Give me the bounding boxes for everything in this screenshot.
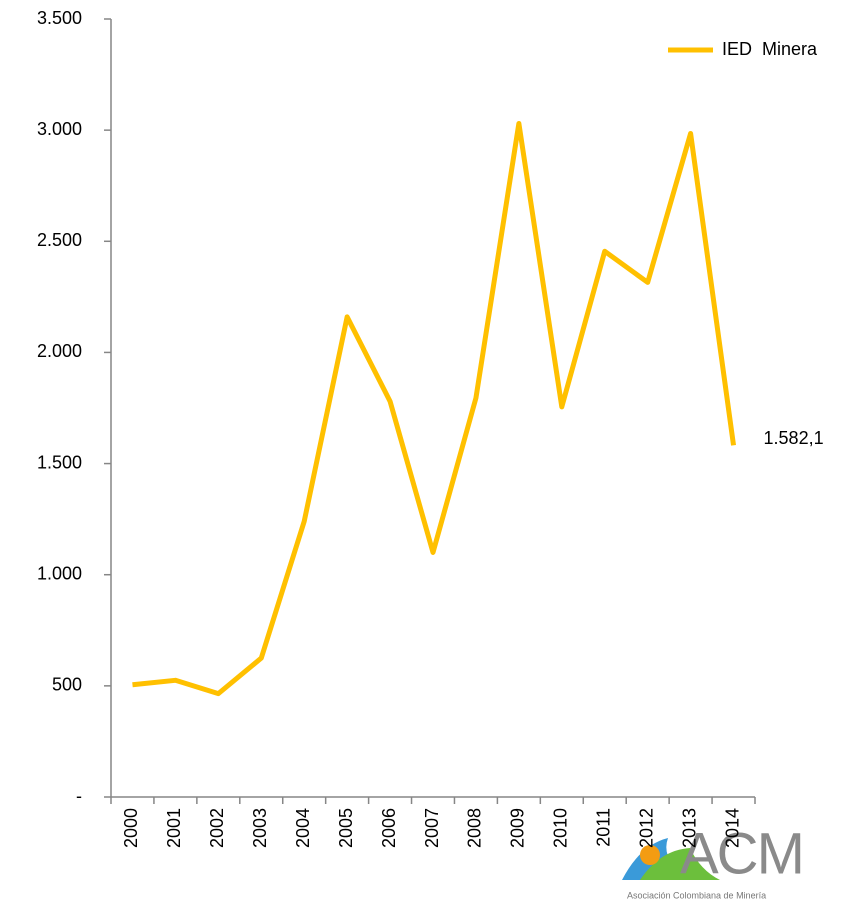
logo: ACM Asociación Colombiana de Minería (622, 821, 805, 900)
line-series (132, 120, 737, 697)
x-tick-label: 2013 (679, 808, 699, 848)
x-tick-label: 2003 (250, 808, 270, 848)
logo-subtitle: Asociación Colombiana de Minería (627, 890, 766, 900)
x-tick-label: 2011 (593, 808, 613, 847)
x-tick-label: 2008 (465, 808, 485, 848)
x-tick-label: 2001 (164, 808, 184, 848)
x-tick-label: 2005 (336, 808, 356, 848)
logo-text: ACM (680, 821, 803, 886)
logo-shape (640, 848, 720, 880)
y-tick-label: 2.500 (37, 230, 82, 250)
y-tick-label: 3.500 (37, 8, 82, 28)
y-tick-label: 3.000 (37, 119, 82, 139)
y-tick-label: 2.000 (37, 341, 82, 361)
x-tick-label: 2010 (551, 808, 571, 848)
x-tick-label: 2000 (121, 808, 141, 848)
logo-sun (640, 845, 660, 865)
y-tick-label: - (76, 786, 82, 806)
y-tick-label: 500 (52, 675, 82, 695)
x-tick-label: 2009 (508, 808, 528, 848)
y-tick-label: 1.500 (37, 452, 82, 472)
x-tick-label: 2007 (422, 808, 442, 848)
x-tick-label: 2014 (722, 808, 742, 848)
data-label: 1.582,1 (764, 428, 824, 448)
legend-label: IED Minera (722, 39, 818, 59)
x-tick-label: 2002 (207, 808, 227, 848)
x-tick-label: 2012 (636, 808, 656, 848)
y-tick-label: 1.000 (37, 563, 82, 583)
x-tick-label: 2006 (379, 808, 399, 848)
x-tick-label: 2004 (293, 808, 313, 848)
